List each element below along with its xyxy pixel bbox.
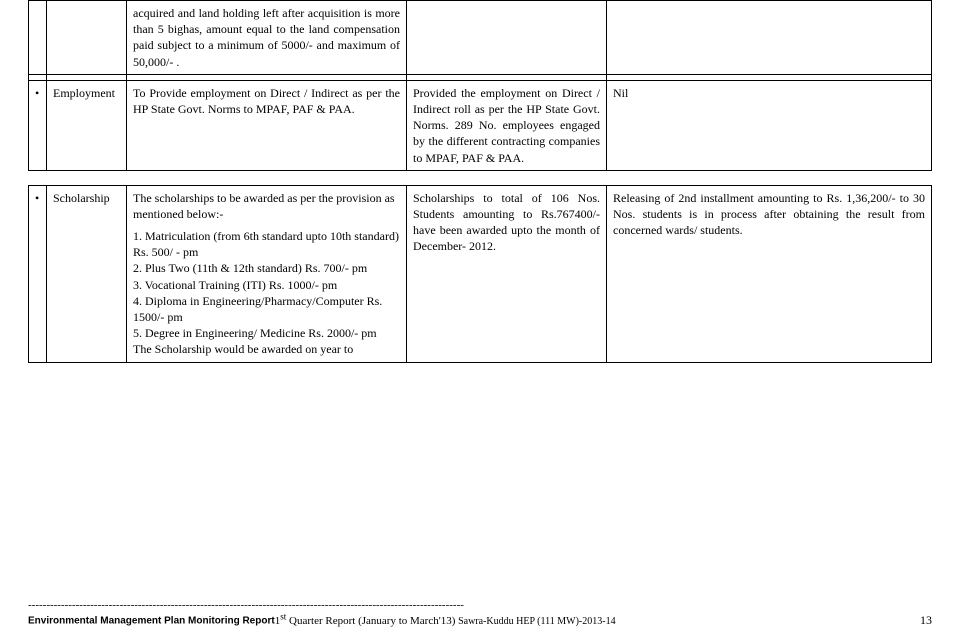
cell-label: Employment bbox=[47, 80, 127, 170]
cell-label: Scholarship bbox=[47, 185, 127, 362]
footer-divider: ----------------------------------------… bbox=[28, 599, 932, 611]
cell-remarks: Releasing of 2nd installment amounting t… bbox=[607, 185, 932, 362]
footer-text: Environmental Management Plan Monitoring… bbox=[28, 611, 932, 628]
cell-status bbox=[407, 1, 607, 75]
page-number: 13 bbox=[920, 613, 932, 628]
cell-bullet bbox=[29, 185, 47, 362]
footer-title: Environmental Management Plan Monitoring… bbox=[28, 616, 275, 627]
cell-bullet bbox=[29, 80, 47, 170]
cell-desc: To Provide employment on Direct / Indire… bbox=[127, 80, 407, 170]
emp-table-bottom: Scholarship The scholarships to be award… bbox=[28, 185, 932, 363]
page-content: acquired and land holding left after acq… bbox=[0, 0, 960, 363]
table-row: acquired and land holding left after acq… bbox=[29, 1, 932, 75]
scholarship-item: 1. Matriculation (from 6th standard upto… bbox=[133, 228, 400, 260]
table-gap bbox=[28, 171, 932, 185]
cell-desc: acquired and land holding left after acq… bbox=[127, 1, 407, 75]
page-footer: ----------------------------------------… bbox=[28, 599, 932, 628]
scholarship-tail: The Scholarship would be awarded on year… bbox=[133, 341, 400, 357]
cell-desc: The scholarships to be awarded as per th… bbox=[127, 185, 407, 362]
scholarship-item: 2. Plus Two (11th & 12th standard) Rs. 7… bbox=[133, 260, 400, 276]
scholarship-item: 4. Diploma in Engineering/Pharmacy/Compu… bbox=[133, 293, 400, 325]
cell-status: Scholarships to total of 106 Nos. Studen… bbox=[407, 185, 607, 362]
table-row: Employment To Provide employment on Dire… bbox=[29, 80, 932, 170]
cell-status: Provided the employment on Direct / Indi… bbox=[407, 80, 607, 170]
cell-remarks bbox=[607, 1, 932, 75]
scholarship-item: 5. Degree in Engineering/ Medicine Rs. 2… bbox=[133, 325, 400, 341]
scholarship-intro: The scholarships to be awarded as per th… bbox=[133, 190, 400, 222]
table-row: Scholarship The scholarships to be award… bbox=[29, 185, 932, 362]
cell-bullet bbox=[29, 1, 47, 75]
scholarship-item: 3. Vocational Training (ITI) Rs. 1000/- … bbox=[133, 277, 400, 293]
cell-label bbox=[47, 1, 127, 75]
footer-rest: 1st Quarter Report (January to March'13)… bbox=[275, 615, 616, 627]
cell-remarks: Nil bbox=[607, 80, 932, 170]
emp-table-top: acquired and land holding left after acq… bbox=[28, 0, 932, 171]
